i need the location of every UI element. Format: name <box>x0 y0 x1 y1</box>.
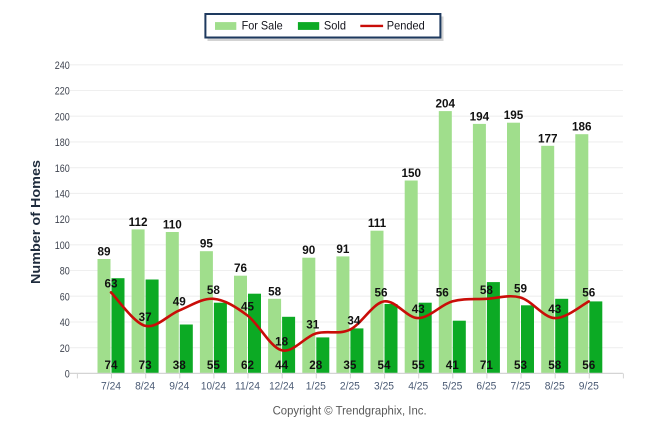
svg-text:9/25: 9/25 <box>579 381 599 393</box>
svg-text:58: 58 <box>480 284 494 297</box>
svg-text:120: 120 <box>55 214 70 226</box>
svg-text:56: 56 <box>374 286 388 299</box>
svg-text:59: 59 <box>514 283 528 296</box>
svg-text:4/25: 4/25 <box>408 381 428 393</box>
svg-text:18: 18 <box>275 335 289 348</box>
svg-text:Copyright © Trendgraphix, Inc.: Copyright © Trendgraphix, Inc. <box>273 404 427 418</box>
svg-text:1/25: 1/25 <box>306 381 326 393</box>
svg-text:38: 38 <box>173 359 187 372</box>
svg-text:71: 71 <box>480 359 494 372</box>
svg-text:8/24: 8/24 <box>135 381 155 393</box>
svg-text:7/25: 7/25 <box>511 381 531 393</box>
svg-text:Sold: Sold <box>324 20 346 33</box>
svg-text:91: 91 <box>336 243 350 256</box>
svg-text:45: 45 <box>241 301 255 314</box>
svg-text:54: 54 <box>377 359 391 372</box>
svg-text:186: 186 <box>572 121 592 134</box>
svg-text:112: 112 <box>129 216 148 229</box>
svg-text:35: 35 <box>343 359 357 372</box>
svg-text:2/25: 2/25 <box>340 381 360 393</box>
svg-text:180: 180 <box>55 137 70 149</box>
svg-text:74: 74 <box>104 359 118 372</box>
svg-text:58: 58 <box>268 285 282 298</box>
svg-text:56: 56 <box>582 286 596 299</box>
svg-text:9/24: 9/24 <box>169 381 189 393</box>
svg-text:For Sale: For Sale <box>242 20 283 33</box>
svg-text:56: 56 <box>436 286 450 299</box>
svg-text:40: 40 <box>60 317 70 329</box>
svg-text:56: 56 <box>582 359 596 372</box>
svg-text:Pended: Pended <box>387 20 425 33</box>
svg-text:80: 80 <box>60 266 70 278</box>
svg-text:111: 111 <box>368 217 387 230</box>
svg-text:194: 194 <box>470 110 490 123</box>
svg-text:41: 41 <box>446 359 460 372</box>
svg-text:5/25: 5/25 <box>442 381 462 393</box>
svg-text:3/25: 3/25 <box>374 381 394 393</box>
svg-text:43: 43 <box>412 303 426 316</box>
svg-text:0: 0 <box>65 369 70 381</box>
svg-text:28: 28 <box>309 359 323 372</box>
svg-text:90: 90 <box>302 244 316 257</box>
svg-text:100: 100 <box>55 240 70 252</box>
svg-text:58: 58 <box>207 284 221 297</box>
svg-text:49: 49 <box>173 295 187 308</box>
svg-text:58: 58 <box>548 359 562 372</box>
svg-text:44: 44 <box>275 359 289 372</box>
svg-text:150: 150 <box>401 167 421 180</box>
svg-text:43: 43 <box>548 303 562 316</box>
svg-text:195: 195 <box>504 109 524 122</box>
svg-text:11/24: 11/24 <box>235 381 260 393</box>
svg-text:200: 200 <box>55 111 70 123</box>
svg-text:220: 220 <box>55 86 70 98</box>
svg-text:62: 62 <box>241 359 255 372</box>
svg-text:37: 37 <box>139 311 152 324</box>
svg-text:76: 76 <box>234 262 248 275</box>
svg-text:73: 73 <box>139 359 153 372</box>
svg-text:31: 31 <box>306 319 320 332</box>
svg-text:204: 204 <box>436 98 456 111</box>
svg-text:55: 55 <box>207 359 221 372</box>
svg-text:6/25: 6/25 <box>476 381 496 393</box>
svg-text:140: 140 <box>55 189 70 201</box>
svg-text:55: 55 <box>412 359 426 372</box>
svg-text:12/24: 12/24 <box>269 381 294 393</box>
svg-text:160: 160 <box>55 163 70 175</box>
svg-text:177: 177 <box>538 132 558 145</box>
svg-text:63: 63 <box>104 277 118 290</box>
svg-text:20: 20 <box>60 343 70 355</box>
svg-text:240: 240 <box>55 60 70 72</box>
svg-text:110: 110 <box>163 219 182 232</box>
svg-text:60: 60 <box>60 291 70 303</box>
svg-text:34: 34 <box>347 315 361 328</box>
svg-text:Number of Homes: Number of Homes <box>29 160 43 284</box>
svg-text:95: 95 <box>200 238 214 251</box>
svg-text:53: 53 <box>514 359 528 372</box>
svg-text:89: 89 <box>97 246 111 259</box>
svg-text:7/24: 7/24 <box>101 381 121 393</box>
svg-text:10/24: 10/24 <box>201 381 226 393</box>
svg-text:8/25: 8/25 <box>545 381 565 393</box>
